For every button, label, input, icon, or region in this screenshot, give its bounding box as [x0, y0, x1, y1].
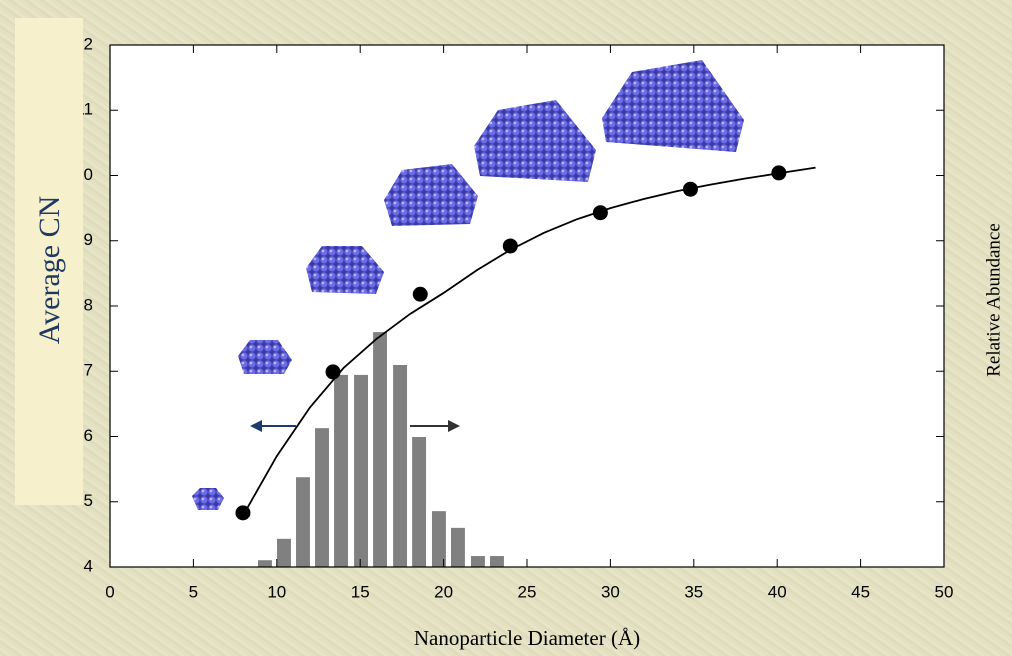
y-tick-label: 5 — [84, 491, 93, 510]
x-tick-label: 10 — [267, 582, 286, 601]
y-tick-label: 9 — [84, 230, 93, 249]
data-point — [592, 205, 608, 221]
y2-axis-label: Relative Abundance — [983, 223, 1004, 377]
bar — [334, 374, 348, 567]
bar — [393, 364, 408, 567]
x-tick-label: 40 — [768, 582, 787, 601]
x-tick-label: 20 — [434, 582, 453, 601]
bar — [257, 560, 272, 567]
arrows — [250, 420, 460, 432]
bar — [431, 511, 446, 567]
bar — [277, 538, 291, 567]
nanoparticle-images — [192, 60, 744, 510]
y-tick-label: 8 — [84, 295, 93, 314]
cluster — [384, 164, 478, 226]
arrow-head — [250, 420, 262, 432]
x-tick-label: 35 — [684, 582, 703, 601]
bar — [296, 477, 310, 567]
cluster — [238, 340, 292, 374]
x-tick-label: 50 — [935, 582, 954, 601]
cluster — [602, 60, 744, 152]
cluster — [474, 100, 596, 182]
y-tick-label: 7 — [84, 361, 93, 380]
bar — [315, 428, 329, 567]
bar — [354, 374, 368, 567]
data-point — [771, 165, 787, 181]
bar — [450, 527, 465, 567]
y-tick-label: 6 — [84, 426, 93, 445]
cluster — [192, 488, 224, 510]
x-tick-label: 15 — [351, 582, 370, 601]
y-axis-label: Average CN — [33, 196, 66, 345]
data-point — [235, 505, 251, 521]
marks — [235, 165, 816, 567]
cluster — [306, 246, 384, 294]
x-tick-label: 5 — [189, 582, 198, 601]
bar — [373, 332, 388, 567]
x-axis-label: Nanoparticle Diameter (Å) — [414, 626, 640, 650]
data-point — [502, 238, 518, 254]
x-tick-label: 30 — [601, 582, 620, 601]
data-point — [412, 286, 428, 302]
x-tick-label: 25 — [518, 582, 537, 601]
y-tick-label: 4 — [84, 556, 93, 575]
bar — [471, 556, 485, 567]
bar — [412, 437, 427, 567]
x-tick-label: 0 — [105, 582, 114, 601]
data-point — [682, 181, 698, 197]
ylabel-box — [15, 18, 83, 505]
data-point — [325, 364, 341, 380]
x-tick-label: 45 — [851, 582, 870, 601]
bar — [490, 556, 504, 567]
arrow-head — [448, 420, 460, 432]
